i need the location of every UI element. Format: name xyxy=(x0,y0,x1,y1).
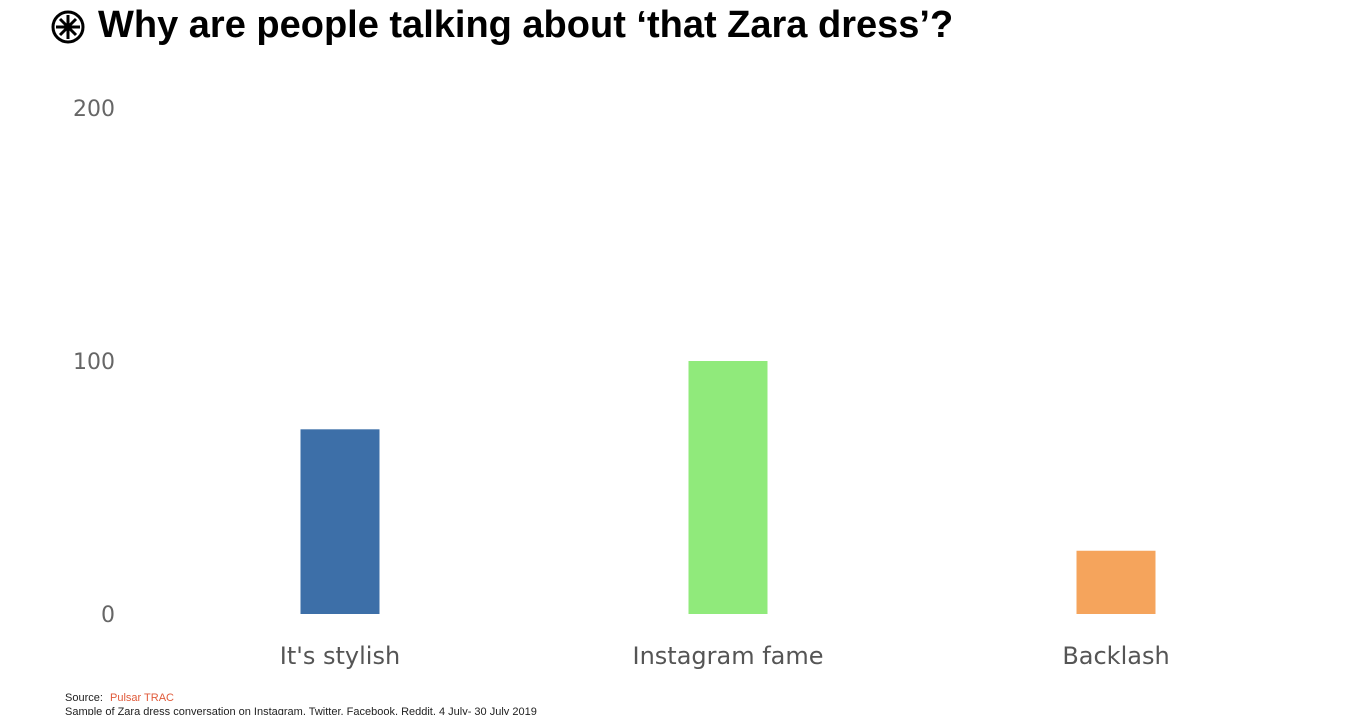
source-name: Pulsar TRAC xyxy=(110,692,174,704)
chart-title: Why are people talking about ‘that Zara … xyxy=(98,4,953,46)
bar xyxy=(688,361,768,614)
source-note: Sample of Zara dress conversation on Ins… xyxy=(65,706,537,715)
y-tick-label: 0 xyxy=(101,603,115,628)
source-label: Source: xyxy=(65,692,103,704)
bar xyxy=(300,429,380,614)
y-tick-label: 200 xyxy=(73,97,115,122)
bar xyxy=(1076,550,1156,614)
x-tick-label: Backlash xyxy=(1062,642,1169,670)
x-tick-label: It's stylish xyxy=(280,642,400,670)
title-icon xyxy=(51,10,85,44)
x-tick-label: Instagram fame xyxy=(632,642,823,670)
y-tick-label: 100 xyxy=(73,350,115,375)
